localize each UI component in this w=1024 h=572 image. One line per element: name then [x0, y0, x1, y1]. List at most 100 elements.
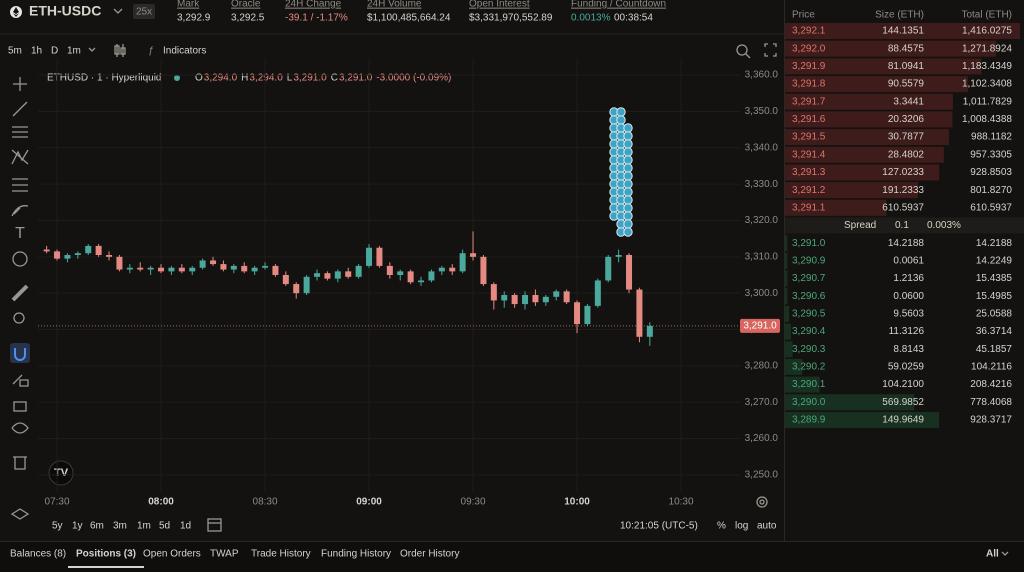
ohlc-value: 3,291.0 [293, 73, 327, 84]
settings-button[interactable] [756, 496, 768, 508]
indicators-icon[interactable]: ƒ [148, 46, 154, 57]
book-total: 778.4068 [970, 397, 1012, 408]
range-button[interactable]: 1m [137, 521, 151, 532]
trade-marker [623, 131, 633, 141]
x-tick-label: 09:00 [356, 497, 382, 508]
book-total: 14.2188 [976, 238, 1013, 249]
book-price: 3,291.3 [792, 167, 826, 178]
date-range-button[interactable] [207, 518, 222, 532]
leverage-badge[interactable] [133, 4, 155, 19]
interval-button[interactable]: D [51, 46, 58, 57]
candle-body [542, 296, 549, 303]
candle-type-button[interactable] [114, 44, 126, 57]
depth-bar [785, 394, 915, 411]
brush-tool[interactable] [11, 205, 29, 217]
layers-tool[interactable] [10, 508, 30, 520]
y-tick-label: 3,360.0 [745, 70, 779, 81]
leverage[interactable]: 25x [136, 7, 152, 18]
interval-button[interactable]: 1m [67, 46, 81, 57]
zoom-tool[interactable] [13, 312, 25, 324]
y-tick-label: 3,300.0 [745, 288, 779, 299]
tab[interactable]: Order History [400, 549, 459, 560]
last-price-tag [740, 318, 780, 333]
range-button[interactable]: 1d [180, 521, 191, 532]
depth-bar [785, 305, 790, 322]
range-button[interactable]: 1y [72, 521, 83, 532]
interval-chevron[interactable] [88, 47, 96, 52]
ohlc-change: -3.0000 (-0.09%) [376, 73, 451, 84]
trade-marker [623, 123, 633, 133]
range-button[interactable]: 5y [52, 521, 63, 532]
lock-tool[interactable] [13, 401, 27, 412]
filter-chevron[interactable] [1001, 551, 1009, 556]
symbol[interactable]: ETH-USDC [29, 3, 101, 19]
candle-body [54, 251, 61, 259]
book-size: 127.0233 [882, 167, 924, 178]
trade-marker [623, 203, 633, 213]
chart-footer: 5y 1y 6m 3m 1m 5d 1d 10:21:05 (UTC-5)% log auto [52, 521, 777, 532]
symbol-chevron[interactable] [113, 8, 123, 14]
book-size: 14.2188 [888, 238, 925, 249]
projection-tool[interactable] [12, 178, 28, 192]
ruler-tool[interactable] [11, 284, 29, 302]
book-size: 90.5579 [888, 79, 925, 90]
pattern-tool[interactable] [11, 149, 29, 165]
spread-percent: 0.003% [927, 220, 961, 231]
candle-body [605, 256, 612, 281]
tab[interactable]: Balances (8) [10, 549, 66, 560]
tabs: Balances (8) Positions (3) Open Orders TWAP… [10, 549, 459, 568]
scale-button[interactable]: % [717, 521, 726, 532]
fullscreen-button[interactable] [764, 43, 777, 57]
tab[interactable]: Open Orders [143, 549, 201, 560]
depth-bar [785, 23, 1020, 39]
range-button[interactable]: 5d [159, 521, 170, 532]
book-price: 3,289.9 [792, 415, 826, 426]
candle-body [282, 275, 289, 285]
interval-button[interactable]: 5m [8, 46, 22, 57]
depth-bar [785, 111, 953, 128]
book-total: 45.1857 [976, 344, 1013, 355]
lock-draw-tool[interactable] [12, 374, 29, 387]
snapshot-button[interactable] [736, 44, 751, 59]
candle-body [189, 267, 196, 272]
trendline-tool[interactable] [12, 101, 28, 117]
book-total: 988.1182 [971, 132, 1012, 143]
range-button[interactable]: 3m [113, 521, 127, 532]
book-total: 1,416.0275 [962, 26, 1012, 37]
candle-body [646, 325, 653, 337]
spread-label: Spread [844, 220, 876, 231]
book-price: 3,292.0 [792, 43, 826, 54]
y-tick-label: 3,250.0 [745, 470, 779, 481]
tab[interactable]: TWAP [210, 549, 239, 560]
tab-filter[interactable]: All [986, 549, 999, 560]
trade-marker [623, 155, 633, 165]
depth-bar [785, 129, 949, 146]
emoji-tool[interactable] [12, 251, 28, 267]
tab[interactable]: Funding History [321, 549, 391, 560]
book-size: 11.3126 [889, 326, 925, 337]
book-price: 3,292.1 [792, 26, 826, 37]
candle-body [355, 265, 362, 277]
candle-body [251, 267, 258, 272]
indicators-button[interactable]: Indicators [163, 46, 206, 57]
scale-button[interactable]: log [735, 521, 748, 532]
candle-body [314, 273, 321, 277]
depth-bar [785, 164, 940, 181]
trash-tool[interactable] [13, 456, 27, 470]
fib-tool[interactable] [12, 126, 28, 138]
ohlc-key: C [331, 73, 338, 84]
visibility-tool[interactable] [11, 422, 29, 434]
candle-body [168, 267, 175, 272]
text-tool[interactable]: T [15, 225, 25, 242]
ohlc-value: 3,294.0 [249, 73, 283, 84]
book-price: 3,291.9 [792, 61, 826, 72]
tab[interactable]: Positions (3) [76, 549, 136, 560]
interval-button[interactable]: 1h [31, 46, 42, 57]
x-tick-label: 09:30 [461, 497, 486, 508]
tab[interactable]: Trade History [251, 549, 311, 560]
crosshair-tool[interactable] [13, 77, 27, 91]
range-button[interactable]: 6m [90, 521, 104, 532]
book-total: 1,008.4388 [962, 114, 1012, 125]
scale-button[interactable]: auto [757, 521, 777, 532]
stat-label: Funding / Countdown [571, 0, 666, 10]
